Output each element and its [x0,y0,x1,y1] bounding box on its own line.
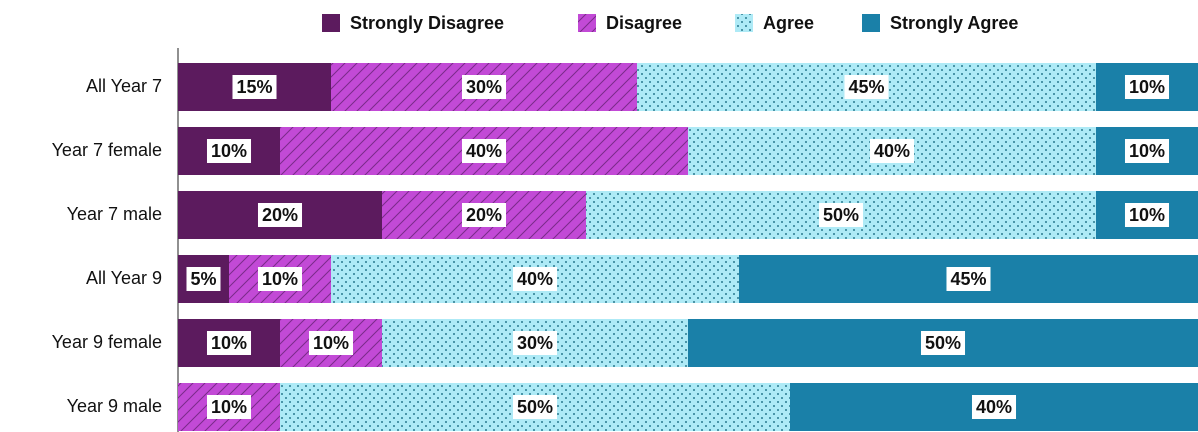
value-label-bg [946,267,991,291]
legend-swatch [322,14,340,32]
value-label-bg [308,331,354,355]
value-label-bg [818,203,864,227]
value-label-bg [512,395,558,419]
value-label: 10% [211,397,247,417]
value-label-bg [512,331,558,355]
value-label-bg [206,139,252,163]
legend-swatch [862,14,880,32]
value-label: 10% [1129,141,1165,161]
value-label-bg [512,267,558,291]
value-label-bg [461,203,507,227]
value-label: 10% [211,141,247,161]
value-label: 10% [313,333,349,353]
value-label: 10% [1129,77,1165,97]
value-label: 5% [190,269,216,289]
legend-swatch [735,14,753,32]
value-label: 50% [517,397,553,417]
value-label: 50% [823,205,859,225]
value-label-bg [461,75,507,99]
legend-label: Strongly Disagree [350,13,504,33]
value-label-bg [844,75,889,99]
category-label: Year 9 female [52,332,162,352]
value-label-bg [1124,75,1170,99]
category-label: All Year 7 [86,76,162,96]
value-label-bg [206,331,252,355]
value-label-bg [869,139,915,163]
value-label: 50% [925,333,961,353]
legend-label: Disagree [606,13,682,33]
value-label: 40% [874,141,910,161]
value-label-bg [461,139,507,163]
value-label: 30% [466,77,502,97]
value-label-bg [971,395,1017,419]
value-label-bg [1124,139,1170,163]
value-label: 30% [517,333,553,353]
value-label-bg [257,203,303,227]
value-label-bg [1124,203,1170,227]
legend-label: Strongly Agree [890,13,1018,33]
value-label-bg [232,75,277,99]
category-label: All Year 9 [86,268,162,288]
value-label-bg [920,331,966,355]
value-label: 10% [211,333,247,353]
value-label-bg [257,267,303,291]
value-label: 20% [466,205,502,225]
legend-swatch [578,14,596,32]
value-label-bg [206,395,252,419]
value-label: 10% [262,269,298,289]
value-label: 40% [976,397,1012,417]
category-label: Year 7 male [67,204,162,224]
value-label: 40% [466,141,502,161]
value-label: 40% [517,269,553,289]
value-label: 15% [236,77,272,97]
legend-label: Agree [763,13,814,33]
value-label: 45% [950,269,986,289]
value-label: 20% [262,205,298,225]
value-label-bg [186,267,221,291]
value-label: 45% [848,77,884,97]
category-label: Year 9 male [67,396,162,416]
category-label: Year 7 female [52,140,162,160]
value-label: 10% [1129,205,1165,225]
